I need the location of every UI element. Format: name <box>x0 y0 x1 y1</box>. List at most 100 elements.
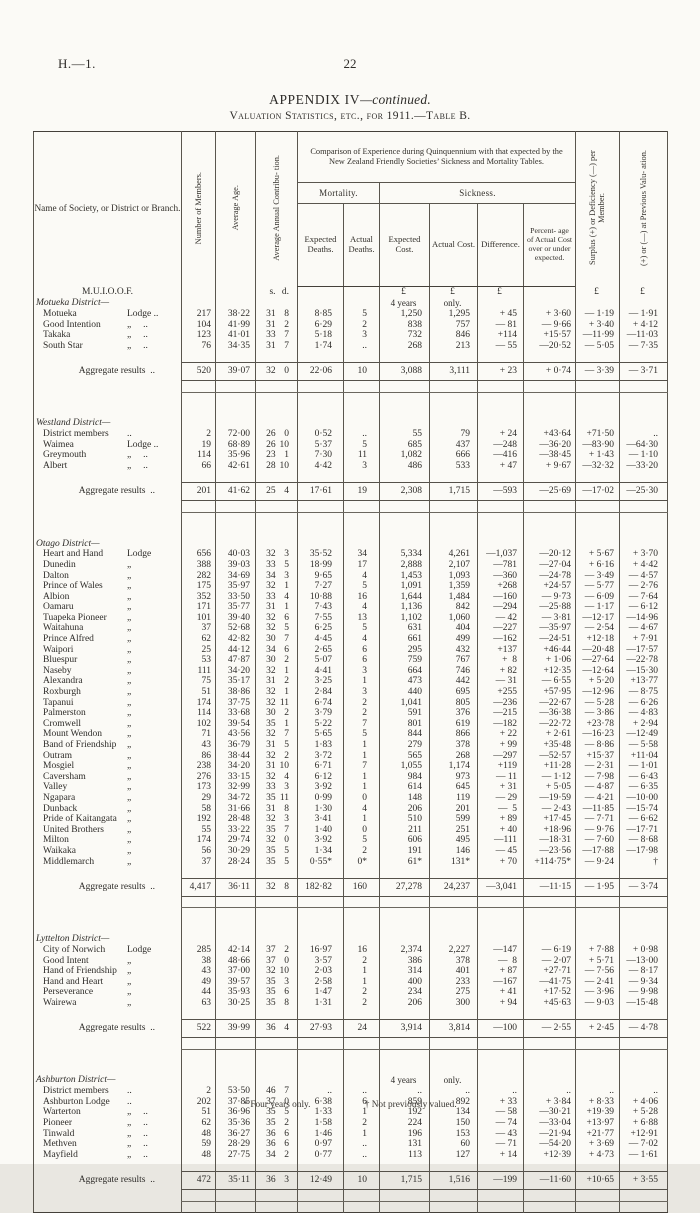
cell-age: 28·24 <box>215 856 256 868</box>
cell-name: M.U.I.O.O.F. <box>82 286 133 297</box>
cell-previous: .. <box>619 1086 668 1097</box>
cell-contribution: 26 10 <box>255 439 298 451</box>
cell-expected-cost: 859 <box>379 1096 430 1108</box>
cell-contribution <box>255 1201 298 1213</box>
cell-actual-cost <box>429 1008 478 1020</box>
cell-actual-cost: 846 <box>429 330 478 341</box>
cell-difference <box>477 403 524 419</box>
cell-age <box>215 418 256 430</box>
cell-expected-cost: 206 <box>379 997 430 1009</box>
cell-expected-cost: 191 <box>379 845 430 857</box>
table-row: District members.. 2 72·00 26 0 0·52.. 55 79 + 2… <box>34 429 668 440</box>
cell-age: 38·44 <box>215 750 256 762</box>
cell-actual-deaths <box>343 918 380 934</box>
cell-difference <box>477 1075 524 1087</box>
col-header-expected-deaths: Expected Deaths. <box>297 203 344 287</box>
cell-expected-deaths: 5·22 <box>297 718 344 730</box>
cell-percentage: —24·51 <box>522 634 576 645</box>
cell-difference: +268 <box>477 581 524 592</box>
cell-difference: —182 <box>477 718 524 730</box>
cell-expected-deaths: 18·99 <box>297 559 344 571</box>
cell-actual-cost: 2,107 <box>429 559 478 571</box>
cell-previous <box>619 933 668 945</box>
cell-contribution: 23 1 <box>255 450 298 461</box>
cell-members: 71 <box>181 729 216 740</box>
cell-name: Aggregate results .. <box>78 486 155 497</box>
cell-expected-deaths: 2·03 <box>297 966 344 977</box>
cell-surplus: +10·65 <box>575 1171 620 1190</box>
cell-actual-cost <box>429 523 478 539</box>
cell-actual-deaths: .. <box>343 340 380 352</box>
cell-members <box>181 392 216 404</box>
cell-percentage: — 2·43 <box>522 803 576 815</box>
cell-name <box>34 392 182 403</box>
col-header-contribution-label: Average Annual Contribu- tion. <box>271 154 281 261</box>
cell-difference: + 31 <box>477 782 524 793</box>
cell-expected-deaths: .. <box>297 1086 344 1097</box>
col-header-surplus-label: Surplus (+) or Deficiency (—) per Member… <box>588 150 607 266</box>
cell-expected-deaths <box>297 1037 344 1050</box>
cell-previous: — 4·83 <box>619 708 668 719</box>
cell-previous <box>619 403 668 419</box>
cell-expected-cost: 268 <box>379 340 430 352</box>
cell-name <box>34 1049 182 1060</box>
cell-actual-deaths: 16 <box>343 944 380 956</box>
cell-previous: — 6·62 <box>619 814 668 825</box>
cell-expected-deaths: 0·55* <box>297 856 344 868</box>
cell-actual-cost: £ <box>429 286 478 298</box>
cell-percentage: — 9·73 <box>522 591 576 603</box>
cell-actual-deaths: .. <box>343 1086 380 1097</box>
cell-age <box>215 918 256 934</box>
cell-expected-deaths <box>297 1049 344 1061</box>
cell-expected-deaths: 1·30 <box>297 803 344 815</box>
cell-actual-deaths <box>343 1201 380 1213</box>
cell-actual-deaths <box>343 538 380 550</box>
cell-name: Waitahuna „ <box>43 623 132 634</box>
cell-expected-cost: 759 <box>379 655 430 666</box>
cell-contribution: 35 7 <box>255 824 298 836</box>
cell-previous: —25·30 <box>619 482 668 502</box>
cell-age: 53·50 <box>215 1086 256 1097</box>
cell-surplus: — 7·60 <box>575 835 620 846</box>
cell-percentage: —25·88 <box>522 602 576 613</box>
cell-name: Bluespur „ <box>43 655 132 666</box>
cell-difference: —294 <box>477 602 524 613</box>
cell-previous: — 3·71 <box>619 361 668 381</box>
cell-actual-deaths <box>343 867 380 879</box>
cell-expected-cost <box>379 1049 430 1061</box>
cell-contribution <box>255 933 298 945</box>
cell-percentage: +27·71 <box>522 966 576 977</box>
cell-age: 40·03 <box>215 549 256 560</box>
table-row: Tapanui „ 174 37·75 32 11 6·74 2 1,041 805 —236 —22… <box>34 697 668 709</box>
table-row: Mayfield „ .. 48 27·75 34 2 0·77.. 113 127 + 14 +1… <box>34 1149 668 1161</box>
cell-members: 49 <box>181 976 216 988</box>
cell-contribution <box>255 1075 298 1087</box>
cell-actual-deaths: 34 <box>343 549 380 560</box>
cell-actual-deaths <box>343 380 380 393</box>
cell-expected-deaths <box>297 918 344 934</box>
cell-percentage <box>522 512 576 524</box>
cell-previous: — 8·75 <box>619 687 668 698</box>
cell-surplus: + 7·88 <box>575 944 620 956</box>
cell-surplus <box>575 298 620 309</box>
cell-name: Lyttelton District— <box>36 934 110 945</box>
cell-name: Hand of Friendship „ <box>43 966 132 977</box>
cell-expected-deaths: 3·79 <box>297 708 344 719</box>
cell-actual-cost: 1,516 <box>429 1171 478 1190</box>
cell-age: 28·29 <box>215 1139 256 1150</box>
cell-members: 37 <box>181 856 216 868</box>
cell-percentage <box>522 1075 576 1087</box>
cell-previous <box>619 500 668 513</box>
cell-members: 38 <box>181 955 216 967</box>
cell-expected-deaths: 35·52 <box>297 549 344 560</box>
cell-age <box>215 896 256 909</box>
cell-difference: —147 <box>477 944 524 956</box>
cell-actual-cost <box>429 351 478 363</box>
cell-percentage: +17·52 <box>522 987 576 998</box>
cell-surplus <box>575 907 620 919</box>
cell-name <box>34 1038 182 1050</box>
col-header-difference: Difference. <box>477 203 524 287</box>
table-row: Tinwald „ .. 48 36·27 36 6 1·46 1 196 153— 43 —21·… <box>34 1128 668 1140</box>
cell-expected-cost: 211 <box>379 824 430 836</box>
cell-actual-deaths: 5 <box>343 439 380 451</box>
